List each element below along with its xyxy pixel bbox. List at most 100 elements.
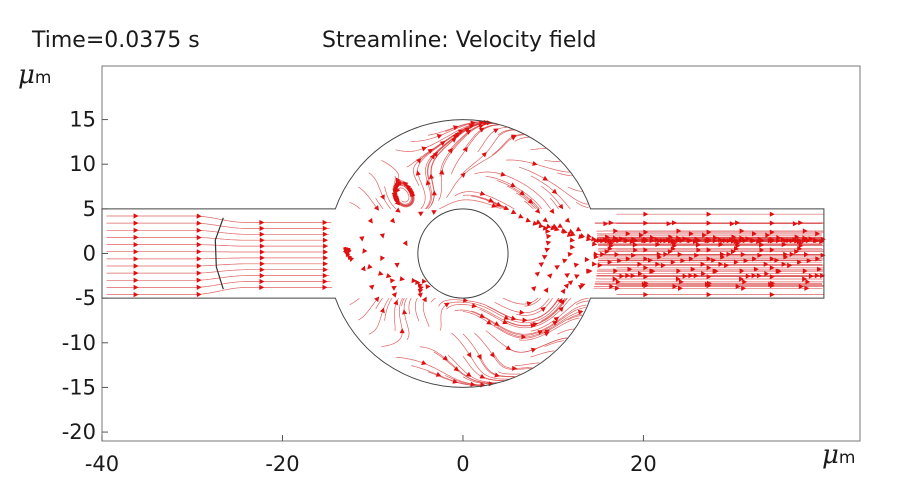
y-tick-label: 15 <box>69 108 96 132</box>
y-axis-label-symbol: μ <box>18 60 35 90</box>
streamline <box>454 307 586 336</box>
flow-arrow <box>815 231 821 237</box>
flow-arrow <box>468 123 475 129</box>
streamline <box>106 248 355 288</box>
streamline <box>106 248 349 274</box>
flow-arrow <box>637 261 643 267</box>
flow-arrow <box>322 231 328 237</box>
flow-arrow <box>706 220 712 226</box>
streamline <box>576 202 589 208</box>
flow-arrow <box>666 221 672 227</box>
flow-arrow <box>753 266 759 272</box>
flow-arrow <box>789 251 795 257</box>
flow-arrow <box>133 220 139 226</box>
flow-arrow <box>323 255 329 261</box>
flow-arrow <box>712 238 718 244</box>
y-tick-label: -15 <box>62 375 96 399</box>
flow-arrow <box>613 268 619 274</box>
flow-arrow <box>614 285 620 291</box>
flow-arrow <box>133 270 139 276</box>
flow-arrow <box>759 242 765 248</box>
flow-arrow <box>562 228 568 234</box>
flow-arrow <box>643 292 649 298</box>
streamline <box>576 300 590 306</box>
flow-arrow <box>814 273 820 279</box>
flow-arrow <box>496 201 502 207</box>
flow-arrow <box>688 273 694 279</box>
flow-arrow <box>323 261 328 267</box>
flow-arrow <box>729 221 735 227</box>
flow-arrow <box>557 223 563 228</box>
flow-arrow <box>677 251 683 258</box>
streamline <box>491 133 523 156</box>
flow-arrow <box>569 237 575 243</box>
flow-arrow <box>554 226 560 232</box>
flow-arrow <box>733 259 739 265</box>
flow-arrow <box>196 291 202 298</box>
streamline <box>430 295 450 303</box>
flow-arrow <box>632 242 638 248</box>
flow-arrow <box>675 238 681 244</box>
flow-arrow <box>769 283 775 289</box>
flow-arrow <box>794 249 800 255</box>
streamline <box>550 275 824 310</box>
flow-arrow <box>521 334 527 340</box>
domain-outline <box>101 119 825 388</box>
flow-arrow <box>439 141 446 146</box>
flow-arrow <box>542 217 548 223</box>
flow-arrow <box>643 229 649 235</box>
flow-arrow <box>133 234 139 240</box>
flow-arrow <box>741 285 747 291</box>
streamline <box>530 148 547 151</box>
flow-arrow <box>421 146 427 152</box>
flow-arrow <box>392 193 398 199</box>
flow-arrow <box>655 241 661 248</box>
y-axis-label-unit: m <box>34 68 52 88</box>
flow-arrow <box>814 238 820 244</box>
flow-arrow <box>323 243 329 249</box>
flow-arrow <box>259 267 265 273</box>
flow-arrow <box>670 259 676 265</box>
flow-arrow <box>643 247 649 253</box>
flow-arrow <box>786 237 792 244</box>
flow-arrow <box>417 288 424 294</box>
flow-arrow <box>756 273 762 279</box>
streamline <box>474 332 533 370</box>
flow-arrow <box>545 240 552 246</box>
flow-arrow <box>805 279 811 285</box>
y-tick-label: 0 <box>83 242 96 266</box>
streamline <box>497 371 521 375</box>
flow-arrow <box>706 238 712 244</box>
flow-arrow <box>411 277 417 284</box>
flow-arrow <box>820 273 826 279</box>
flow-arrow <box>542 225 549 231</box>
flow-arrow <box>562 258 568 264</box>
y-tick-label: 10 <box>69 152 96 176</box>
flow-arrow <box>415 170 421 176</box>
flow-arrow <box>631 252 637 258</box>
flow-arrow <box>534 208 541 214</box>
flow-arrow <box>706 283 712 289</box>
streamline <box>494 268 824 314</box>
flow-arrow <box>769 220 775 226</box>
streamline <box>454 191 823 241</box>
streamline <box>358 186 425 280</box>
flow-arrow <box>343 247 349 254</box>
flow-arrow <box>560 288 566 295</box>
flow-arrow <box>597 262 603 268</box>
flow-arrow <box>765 232 771 238</box>
flow-arrow <box>493 128 499 134</box>
flow-arrow <box>695 242 701 248</box>
flow-arrow <box>660 237 665 244</box>
streamline <box>446 134 525 199</box>
flow-arrow <box>797 259 803 265</box>
streamline <box>518 166 588 205</box>
flow-arrow <box>604 249 610 255</box>
flow-arrow <box>792 221 798 227</box>
flow-arrow <box>393 299 399 306</box>
flow-arrow <box>196 263 202 269</box>
flow-arrow <box>410 191 416 198</box>
flow-arrow <box>808 273 814 279</box>
flow-arrow <box>655 261 661 267</box>
flow-arrow <box>671 220 677 226</box>
